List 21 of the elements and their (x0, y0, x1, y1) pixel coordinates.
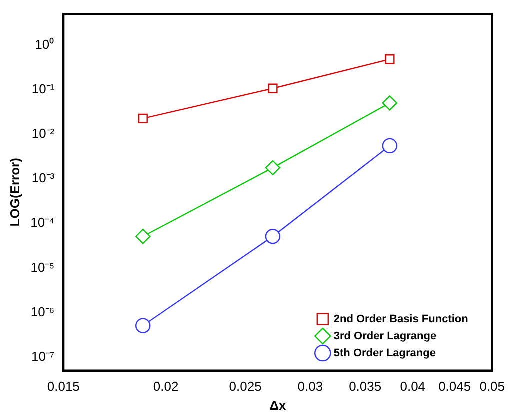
x-tick-label: 0.015 (47, 379, 80, 394)
y-tick-label: 10⁻⁴ (30, 215, 55, 230)
legend-label: 5th Order Lagrange (334, 347, 436, 360)
y-tick-label: 10⁻¹ (32, 81, 56, 96)
x-tick-label: 0.035 (349, 379, 382, 394)
y-tick-label: 10⁻² (32, 126, 56, 141)
y-tick-label: 10⁻⁷ (31, 348, 55, 364)
x-tick-label: 0.04 (400, 379, 426, 394)
x-tick-label: 0.025 (229, 379, 262, 394)
x-tick-label: 0.02 (153, 379, 179, 394)
legend-label: 2nd Order Basis Function (334, 313, 469, 326)
y-axis-title: LOG(Error) (7, 158, 22, 227)
legend-label: 3rd Order Lagrange (334, 330, 437, 342)
x-tick-label: 0.05 (480, 379, 506, 394)
x-tick-label: 0.045 (438, 379, 472, 394)
y-tick-label: 10⁻³ (32, 170, 56, 186)
y-tick-label: 10⁰ (35, 36, 55, 52)
y-tick-label: 10⁻⁵ (30, 260, 55, 275)
x-tick-label: 0.03 (298, 379, 324, 394)
y-tick-label: 10⁻⁶ (30, 304, 55, 320)
x-axis-title: Δx (270, 398, 288, 413)
